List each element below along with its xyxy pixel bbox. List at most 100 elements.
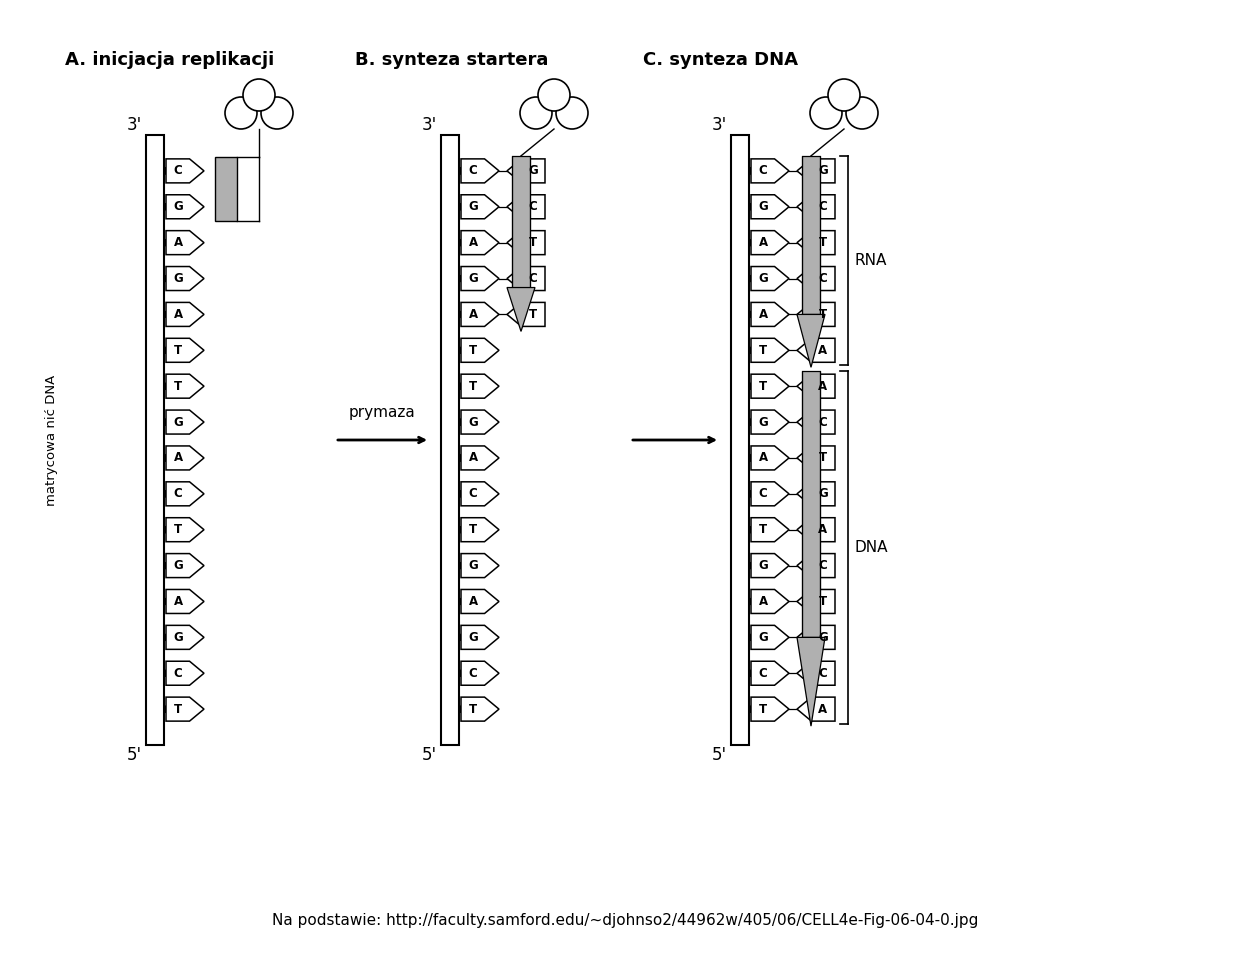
Text: T: T (469, 703, 478, 715)
Bar (146, 135, 164, 745)
Text: T: T (819, 236, 828, 250)
Polygon shape (166, 195, 204, 219)
Polygon shape (166, 517, 204, 541)
Text: T: T (174, 379, 182, 393)
Polygon shape (798, 159, 835, 183)
Polygon shape (508, 195, 545, 219)
Text: G: G (469, 201, 478, 213)
Circle shape (828, 79, 860, 111)
Text: A: A (819, 379, 828, 393)
Polygon shape (798, 625, 835, 649)
Circle shape (242, 79, 275, 111)
Polygon shape (461, 589, 499, 613)
Polygon shape (166, 159, 204, 183)
Text: G: G (759, 631, 768, 644)
Bar (512, 156, 530, 288)
Polygon shape (508, 230, 545, 254)
Bar (215, 156, 238, 221)
Text: A: A (759, 236, 768, 250)
Polygon shape (461, 267, 499, 291)
Text: A: A (469, 595, 478, 608)
Polygon shape (751, 338, 789, 362)
Polygon shape (461, 661, 499, 685)
Polygon shape (751, 554, 789, 578)
Text: 5': 5' (712, 746, 727, 764)
Polygon shape (751, 589, 789, 613)
Text: 3': 3' (711, 116, 727, 134)
Bar (441, 135, 459, 745)
Text: G: G (469, 559, 478, 572)
Text: A: A (759, 595, 768, 608)
Text: G: G (818, 488, 828, 500)
Polygon shape (751, 302, 789, 326)
Text: A: A (469, 451, 478, 465)
Text: C: C (759, 667, 768, 680)
Polygon shape (166, 554, 204, 578)
Polygon shape (508, 267, 545, 291)
Text: T: T (529, 236, 538, 250)
Circle shape (261, 97, 292, 129)
Text: DNA: DNA (854, 540, 888, 555)
Polygon shape (751, 625, 789, 649)
Text: G: G (759, 416, 768, 428)
Text: C: C (759, 164, 768, 178)
Text: A: A (759, 308, 768, 321)
Text: 5': 5' (422, 746, 437, 764)
Circle shape (810, 97, 842, 129)
Text: G: G (469, 416, 478, 428)
Text: A: A (819, 703, 828, 715)
Text: C: C (469, 164, 478, 178)
Text: G: G (469, 631, 478, 644)
Polygon shape (461, 554, 499, 578)
Circle shape (846, 97, 878, 129)
Text: T: T (469, 344, 478, 357)
Polygon shape (461, 374, 499, 398)
Text: B. synteza startera: B. synteza startera (355, 51, 549, 69)
Text: C. synteza DNA: C. synteza DNA (642, 51, 798, 69)
Text: T: T (819, 308, 828, 321)
Text: T: T (529, 308, 538, 321)
Polygon shape (461, 625, 499, 649)
Text: G: G (759, 559, 768, 572)
Text: A: A (174, 451, 182, 465)
Text: T: T (174, 344, 182, 357)
Polygon shape (798, 195, 835, 219)
Text: T: T (759, 703, 768, 715)
Polygon shape (798, 302, 835, 326)
Text: A: A (469, 236, 478, 250)
Polygon shape (798, 315, 825, 368)
Text: 3': 3' (126, 116, 142, 134)
Text: T: T (174, 703, 182, 715)
Text: G: G (174, 201, 182, 213)
Polygon shape (751, 374, 789, 398)
Text: RNA: RNA (854, 253, 886, 268)
Text: C: C (174, 488, 182, 500)
Text: A: A (819, 344, 828, 357)
Text: C: C (819, 272, 828, 285)
Polygon shape (751, 230, 789, 254)
Polygon shape (166, 661, 204, 685)
Polygon shape (166, 446, 204, 470)
Polygon shape (166, 625, 204, 649)
Polygon shape (166, 338, 204, 362)
Text: G: G (818, 164, 828, 178)
Polygon shape (798, 661, 835, 685)
Polygon shape (461, 195, 499, 219)
Polygon shape (798, 446, 835, 470)
Polygon shape (166, 302, 204, 326)
Polygon shape (508, 159, 545, 183)
Text: C: C (529, 272, 538, 285)
Text: A: A (174, 308, 182, 321)
Text: prymaza: prymaza (349, 404, 416, 420)
Text: A: A (759, 451, 768, 465)
Text: G: G (174, 416, 182, 428)
Polygon shape (461, 697, 499, 721)
Text: C: C (819, 667, 828, 680)
Text: C: C (469, 488, 478, 500)
Polygon shape (751, 661, 789, 685)
Polygon shape (461, 410, 499, 434)
Text: T: T (469, 523, 478, 537)
Circle shape (556, 97, 588, 129)
Text: 3': 3' (421, 116, 437, 134)
Polygon shape (798, 482, 835, 506)
